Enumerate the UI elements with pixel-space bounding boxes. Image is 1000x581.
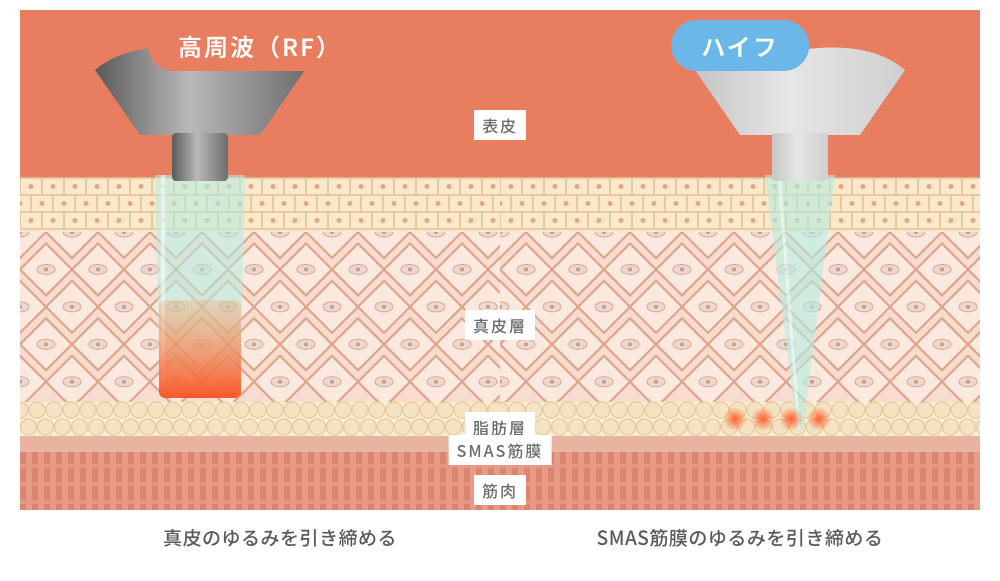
title-left: 高周波（RF） <box>148 20 372 71</box>
panel-right-svg <box>500 10 980 510</box>
panel-right: ハイフ <box>500 10 980 510</box>
caption-left: 真皮のゆるみを引き締める <box>163 524 397 551</box>
title-right: ハイフ <box>671 20 809 71</box>
caption-right: SMAS筋膜のゆるみを引き締める <box>597 524 884 551</box>
panels: 高周波（RF） ハイフ <box>20 10 980 510</box>
panel-left: 高周波（RF） <box>20 10 500 510</box>
diagram-container: 高周波（RF） ハイフ 表皮 真皮層 脂肪層 SMAS筋膜 筋肉 真皮のゆるみを… <box>0 0 1000 581</box>
panel-left-svg <box>20 10 500 510</box>
